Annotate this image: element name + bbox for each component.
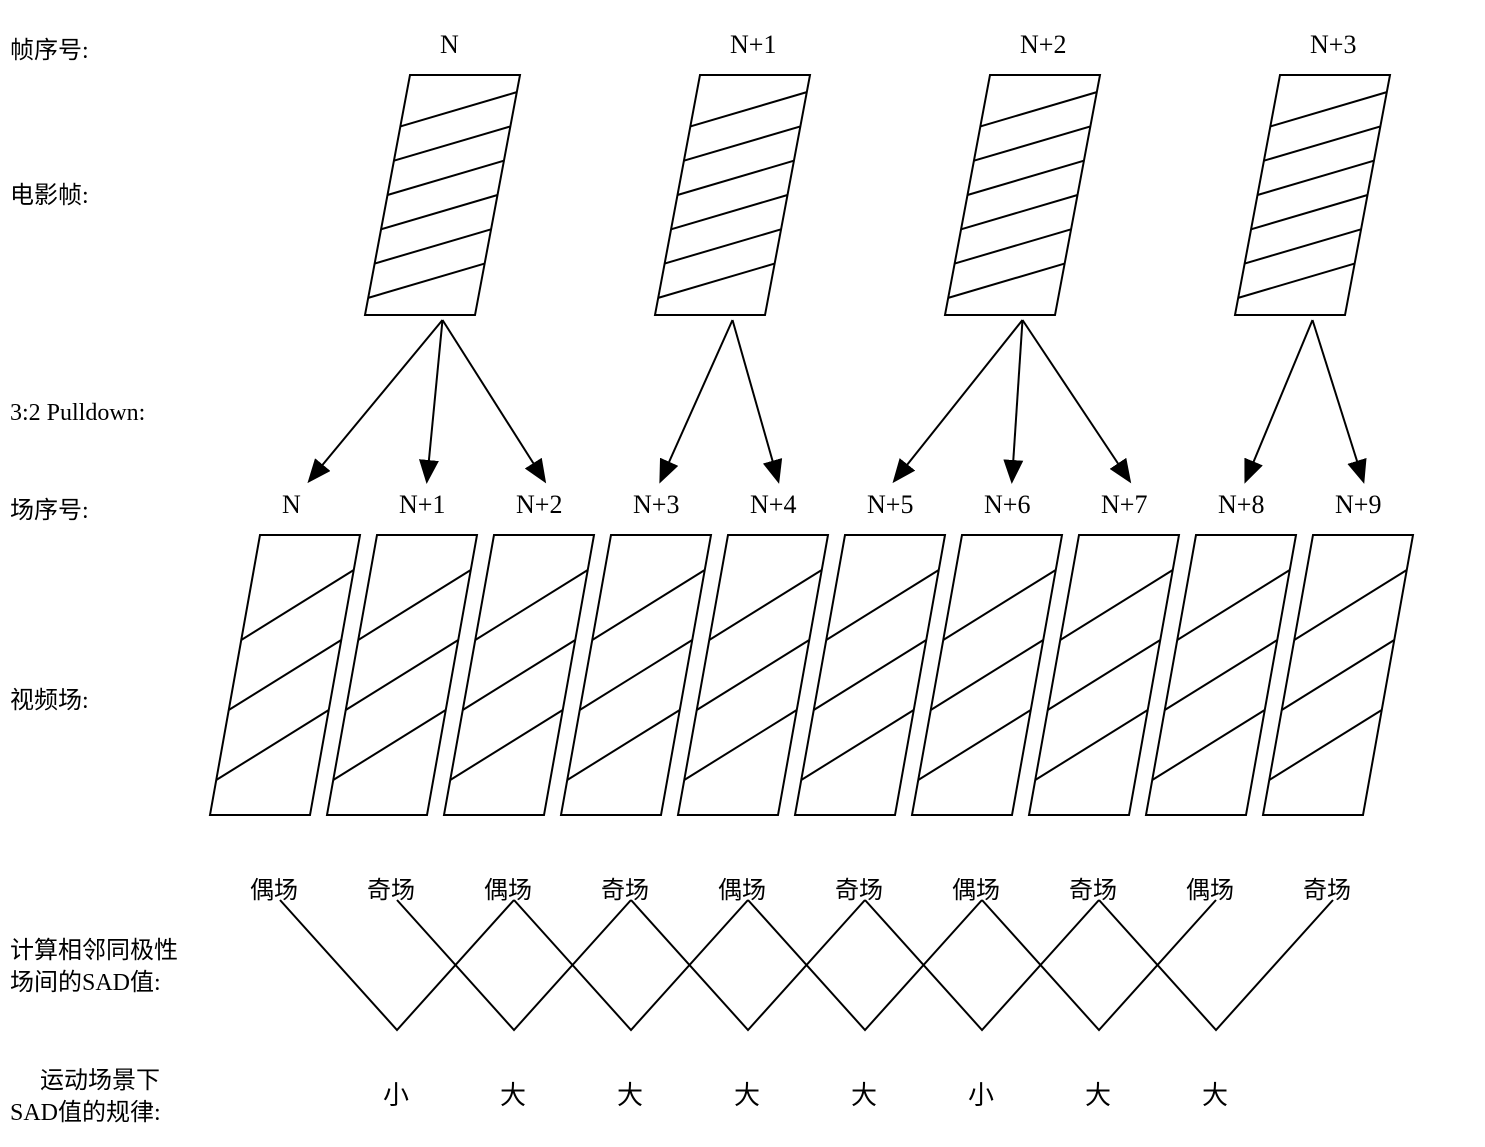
sad-value: 大 [500,1075,526,1112]
field-type-label: 奇场 [1303,870,1351,905]
field-seq-name: N+9 [1335,490,1381,520]
field-seq-name: N+2 [516,490,562,520]
sad-value: 大 [734,1075,760,1112]
sad-value: 小 [968,1075,994,1112]
field-type-label: 偶场 [952,870,1000,905]
field-seq-name: N+6 [984,490,1030,520]
field-type-label: 偶场 [250,870,298,905]
field-type-label: 偶场 [718,870,766,905]
frame-seq-name: N [440,30,459,60]
field-type-label: 偶场 [484,870,532,905]
frame-seq-name: N+3 [1310,30,1356,60]
field-type-label: 奇场 [1069,870,1117,905]
field-seq-name: N+4 [750,490,796,520]
field-type-label: 奇场 [367,870,415,905]
field-seq-name: N+3 [633,490,679,520]
field-seq-name: N+5 [867,490,913,520]
field-type-label: 奇场 [835,870,883,905]
field-seq-name: N [282,490,301,520]
field-type-label: 偶场 [1186,870,1234,905]
field-seq-name: N+8 [1218,490,1264,520]
field-type-label: 奇场 [601,870,649,905]
sad-value: 大 [1202,1075,1228,1112]
sad-value: 大 [851,1075,877,1112]
sad-value: 小 [383,1075,409,1112]
sad-value: 大 [617,1075,643,1112]
diagram-canvas [0,0,1485,1147]
frame-seq-name: N+1 [730,30,776,60]
field-seq-name: N+1 [399,490,445,520]
frame-seq-name: N+2 [1020,30,1066,60]
field-seq-name: N+7 [1101,490,1147,520]
sad-value: 大 [1085,1075,1111,1112]
